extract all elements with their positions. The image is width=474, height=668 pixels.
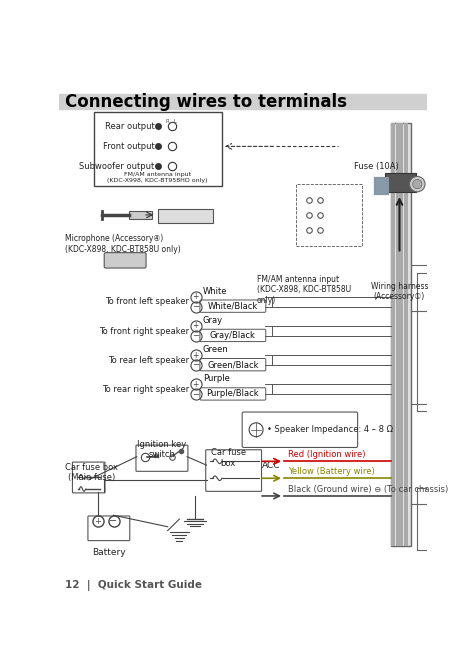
- Text: Red (Ignition wire): Red (Ignition wire): [288, 450, 365, 459]
- Text: Ignition key
switch: Ignition key switch: [137, 440, 186, 459]
- Text: To front right speaker: To front right speaker: [100, 327, 190, 336]
- Text: −: −: [192, 331, 199, 340]
- Text: Connecting wires to terminals: Connecting wires to terminals: [65, 93, 347, 111]
- Text: Fuse (10A): Fuse (10A): [354, 162, 399, 171]
- Bar: [385, 172, 416, 192]
- Text: White: White: [202, 287, 227, 296]
- Text: −: −: [192, 302, 199, 311]
- Text: ACC: ACC: [262, 462, 281, 470]
- Bar: [158, 208, 213, 222]
- Text: To rear right speaker: To rear right speaker: [102, 385, 190, 394]
- Text: −: −: [192, 361, 199, 369]
- Text: −: −: [109, 516, 118, 526]
- Text: Purple: Purple: [202, 375, 229, 383]
- Text: Gray/Black: Gray/Black: [210, 331, 256, 340]
- Text: FM/AM antenna input
(KDC-X898, KDC-BT858U
only): FM/AM antenna input (KDC-X898, KDC-BT858…: [257, 275, 351, 305]
- Text: FM/AM antenna input
(KDC-X998, KDC-BT958HD only): FM/AM antenna input (KDC-X998, KDC-BT958…: [108, 172, 208, 182]
- Bar: [296, 184, 362, 246]
- Text: Green: Green: [202, 345, 228, 354]
- FancyBboxPatch shape: [104, 253, 146, 268]
- Text: To rear left speaker: To rear left speaker: [109, 356, 190, 365]
- Text: Subwoofer output: Subwoofer output: [79, 162, 155, 171]
- Text: • Speaker Impedance: 4 – 8 Ω: • Speaker Impedance: 4 – 8 Ω: [267, 426, 393, 434]
- Text: Rear output: Rear output: [105, 122, 155, 131]
- Bar: [396, 122, 402, 546]
- Text: R: R: [166, 120, 170, 124]
- Text: +: +: [192, 380, 199, 389]
- Bar: [404, 122, 408, 546]
- Bar: [374, 177, 388, 194]
- Text: Car fuse
box: Car fuse box: [210, 448, 246, 468]
- Bar: [374, 177, 388, 194]
- Text: Green/Black: Green/Black: [207, 360, 259, 369]
- Text: Front output: Front output: [103, 142, 155, 151]
- Text: −: −: [192, 390, 199, 399]
- Bar: [391, 122, 395, 546]
- Text: +: +: [192, 351, 199, 359]
- Text: L: L: [174, 120, 177, 124]
- Circle shape: [413, 180, 422, 189]
- Bar: [59, 94, 427, 110]
- Text: Purple/Black: Purple/Black: [207, 389, 259, 398]
- Text: +: +: [192, 321, 199, 330]
- Text: Black (Ground wire) ⊖ (To car chassis): Black (Ground wire) ⊖ (To car chassis): [288, 485, 448, 494]
- Bar: [391, 122, 411, 546]
- Text: Gray: Gray: [202, 316, 223, 325]
- Text: Battery: Battery: [92, 548, 126, 556]
- Circle shape: [410, 176, 425, 192]
- Text: 12  |  Quick Start Guide: 12 | Quick Start Guide: [65, 580, 202, 591]
- Text: Wiring harness
(Accessory①): Wiring harness (Accessory①): [371, 282, 428, 301]
- Text: +: +: [192, 292, 199, 301]
- Text: Car fuse box
(Main fuse): Car fuse box (Main fuse): [65, 463, 118, 482]
- Bar: [129, 211, 152, 218]
- Text: +: +: [94, 517, 101, 526]
- Bar: [94, 112, 222, 186]
- Text: Microphone (Accessory④)
(KDC-X898, KDC-BT858U only): Microphone (Accessory④) (KDC-X898, KDC-B…: [65, 234, 181, 254]
- Text: Yellow (Battery wire): Yellow (Battery wire): [288, 467, 374, 476]
- Text: To front left speaker: To front left speaker: [105, 297, 190, 307]
- Text: White/Black: White/Black: [208, 302, 258, 311]
